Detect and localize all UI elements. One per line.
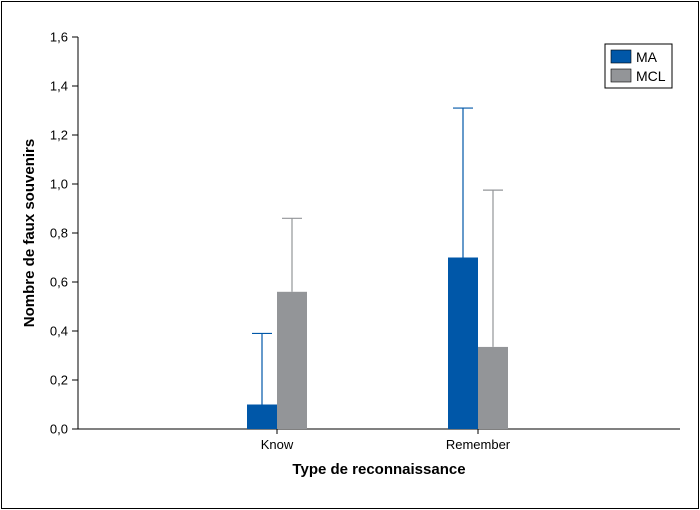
y-tick-label: 0,8 — [50, 226, 68, 241]
y-axis-title: Nombre de faux souvenirs — [21, 139, 38, 327]
bar-group — [247, 257, 508, 429]
legend-swatch-mcl — [610, 68, 632, 83]
bar-mcl — [478, 346, 508, 429]
legend: MA MCL — [604, 43, 673, 89]
y-tick-label: 1,2 — [50, 128, 68, 143]
y-tick-label: 0,0 — [50, 422, 68, 437]
y-tick-label: 1,0 — [50, 177, 68, 192]
y-tick-label: 0,2 — [50, 373, 68, 388]
y-tick-label: 1,4 — [50, 79, 68, 94]
bar-mcl — [277, 291, 307, 429]
legend-swatch-ma — [610, 49, 632, 64]
plot-axes — [77, 37, 680, 430]
y-tick-label: 0,4 — [50, 324, 68, 339]
x-tick-label: Remember — [446, 437, 511, 452]
x-axis-title: Type de reconnaissance — [292, 461, 465, 478]
y-tick-label: 1,6 — [50, 30, 68, 45]
y-tick-group: 0,0 0,2 0,4 0,6 0,8 1,0 1,2 1,4 1,6 — [50, 30, 78, 437]
x-tick-group: Know Remember — [261, 429, 511, 452]
y-tick-label: 0,6 — [50, 275, 68, 290]
legend-label-mcl: MCL — [636, 68, 666, 84]
x-tick-label: Know — [261, 437, 294, 452]
error-bar-group — [252, 107, 503, 405]
bar-ma — [448, 257, 478, 429]
legend-label-ma: MA — [636, 49, 658, 65]
bar-ma — [247, 404, 277, 429]
